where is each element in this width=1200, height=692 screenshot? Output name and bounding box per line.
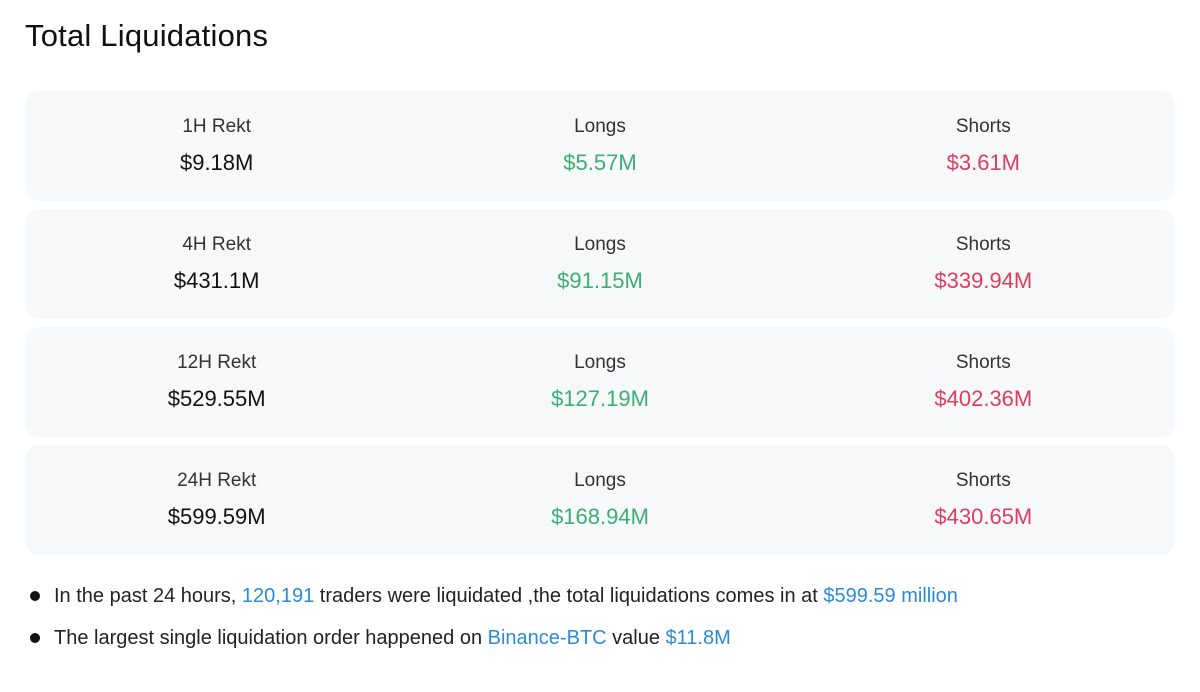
shorts-label: Shorts bbox=[955, 234, 1011, 255]
shorts-value: $430.65M bbox=[934, 504, 1033, 529]
longs-label: Longs bbox=[574, 234, 626, 255]
longs-label: Longs bbox=[574, 352, 626, 373]
summary-note-24h: In the past 24 hours, 120,191 traders we… bbox=[30, 580, 1170, 622]
longs-value: $168.94M bbox=[551, 504, 649, 529]
shorts-label: Shorts bbox=[955, 470, 1011, 491]
summary-notes: In the past 24 hours, 120,191 traders we… bbox=[30, 580, 1170, 664]
period-label: 4H Rekt bbox=[182, 234, 251, 255]
rekt-total-cell: 4H Rekt $431.1M bbox=[25, 209, 408, 319]
liquidation-card-1h: 1H Rekt $9.18M Longs $5.57M Shorts $3.61… bbox=[25, 91, 1175, 201]
longs-value: $5.57M bbox=[563, 150, 637, 175]
largest-order-value-link[interactable]: $11.8M bbox=[665, 627, 731, 649]
rekt-total-cell: 24H Rekt $599.59M bbox=[25, 445, 408, 555]
longs-label: Longs bbox=[574, 470, 626, 491]
period-label: 1H Rekt bbox=[182, 116, 251, 137]
period-label: 12H Rekt bbox=[177, 352, 257, 373]
shorts-value: $3.61M bbox=[946, 150, 1021, 175]
liquidation-cards: 1H Rekt $9.18M Longs $5.57M Shorts $3.61… bbox=[25, 91, 1175, 563]
liquidation-card-24h: 24H Rekt $599.59M Longs $168.94M Shorts … bbox=[25, 445, 1175, 555]
longs-cell: Longs $127.19M bbox=[408, 327, 791, 437]
traders-count-link[interactable]: 120,191 bbox=[241, 585, 315, 607]
liquidation-card-12h: 12H Rekt $529.55M Longs $127.19M Shorts … bbox=[25, 327, 1175, 437]
exchange-pair-link[interactable]: Binance-BTC bbox=[487, 627, 607, 649]
longs-cell: Longs $5.57M bbox=[408, 91, 791, 201]
longs-cell: Longs $168.94M bbox=[408, 445, 791, 555]
shorts-cell: Shorts $3.61M bbox=[792, 91, 1175, 201]
shorts-label: Shorts bbox=[955, 352, 1011, 373]
rekt-total-value: $431.1M bbox=[173, 268, 260, 293]
largest-order-note: The largest single liquidation order hap… bbox=[30, 622, 1170, 664]
period-label: 24H Rekt bbox=[177, 470, 257, 491]
shorts-cell: Shorts $402.36M bbox=[792, 327, 1175, 437]
shorts-cell: Shorts $339.94M bbox=[792, 209, 1175, 319]
liquidation-card-4h: 4H Rekt $431.1M Longs $91.15M Shorts $33… bbox=[25, 209, 1175, 319]
shorts-cell: Shorts $430.65M bbox=[792, 445, 1175, 555]
rekt-total-cell: 1H Rekt $9.18M bbox=[25, 91, 408, 201]
page-title: Total Liquidations bbox=[25, 18, 269, 53]
bullet-dot bbox=[30, 591, 40, 601]
rekt-total-value: $599.59M bbox=[167, 504, 266, 529]
rekt-total-value: $529.55M bbox=[167, 386, 266, 411]
shorts-value: $339.94M bbox=[934, 268, 1033, 293]
rekt-total-cell: 12H Rekt $529.55M bbox=[25, 327, 408, 437]
longs-cell: Longs $91.15M bbox=[408, 209, 791, 319]
longs-value: $127.19M bbox=[551, 386, 649, 411]
longs-value: $91.15M bbox=[557, 268, 643, 293]
bullet-dot bbox=[30, 633, 40, 643]
note-text: The largest single liquidation order hap… bbox=[54, 627, 488, 649]
note-text: traders were liquidated ,the total liqui… bbox=[314, 585, 824, 607]
longs-label: Longs bbox=[574, 116, 626, 137]
shorts-label: Shorts bbox=[955, 116, 1011, 137]
note-text: In the past 24 hours, bbox=[54, 585, 242, 607]
shorts-value: $402.36M bbox=[934, 386, 1033, 411]
total-liquidations-link[interactable]: $599.59 million bbox=[823, 585, 958, 607]
note-text: value bbox=[606, 627, 666, 649]
rekt-total-value: $9.18M bbox=[179, 150, 254, 175]
